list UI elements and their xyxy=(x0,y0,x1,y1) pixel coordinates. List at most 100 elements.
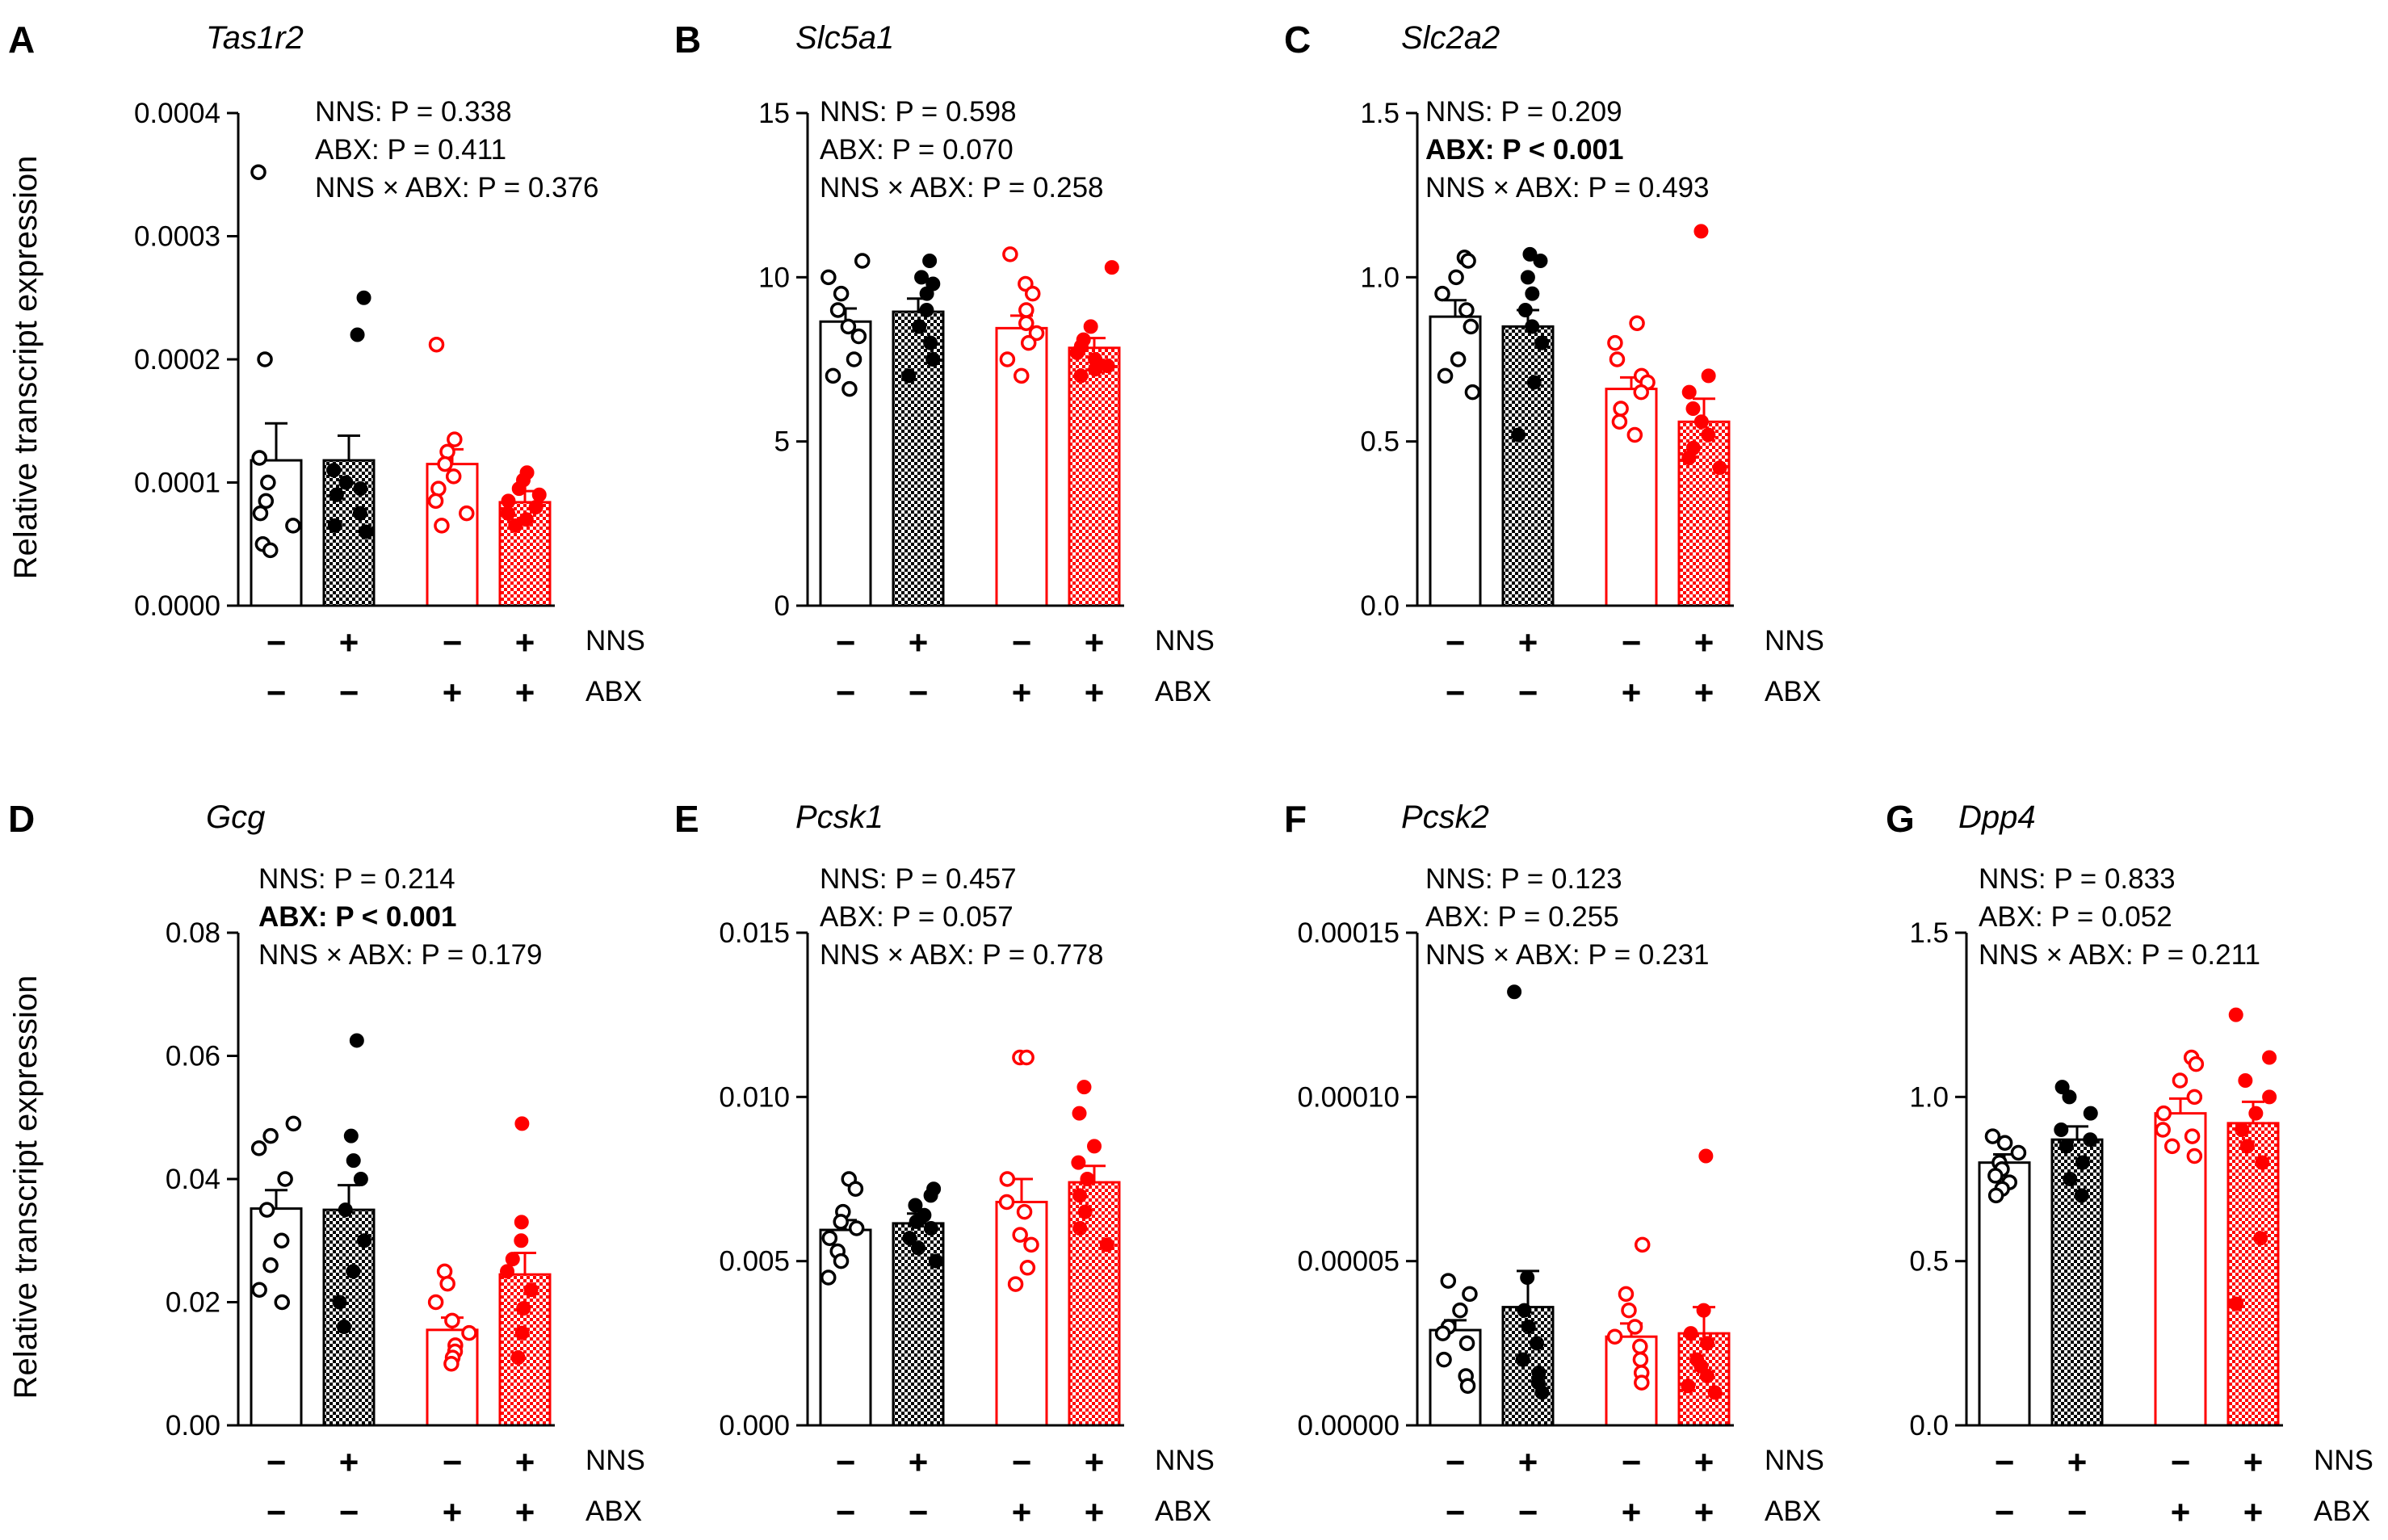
panel-title: Pcsk1 xyxy=(795,799,883,835)
data-point xyxy=(528,500,543,514)
data-point xyxy=(500,1264,515,1279)
data-point xyxy=(1693,414,1709,430)
data-point xyxy=(1707,1385,1723,1400)
data-point xyxy=(349,1033,364,1048)
data-point xyxy=(500,506,515,521)
nns-sign: + xyxy=(2243,1443,2264,1481)
data-point xyxy=(2186,1148,2203,1164)
data-point xyxy=(258,1202,275,1218)
abx-sign: + xyxy=(1694,1493,1714,1531)
data-point xyxy=(2262,1050,2277,1065)
data-point xyxy=(1683,1326,1698,1341)
nns-sign: + xyxy=(1518,1443,1538,1481)
abx-sign: + xyxy=(443,1493,463,1531)
data-point xyxy=(356,290,371,305)
abx-sign: + xyxy=(515,673,535,711)
data-point xyxy=(2186,1089,2203,1106)
data-point xyxy=(1099,1237,1114,1253)
y-tick-label: 0.0004 xyxy=(134,98,220,129)
abx-sign: + xyxy=(515,1493,535,1531)
bar xyxy=(2226,1122,2280,1427)
panel-title: Pcsk2 xyxy=(1401,799,1489,835)
data-point xyxy=(1987,1187,2004,1204)
data-point xyxy=(437,455,453,472)
data-point xyxy=(257,351,273,367)
nns-sign: − xyxy=(266,1443,287,1481)
data-point xyxy=(1459,1378,1476,1394)
abx-sign: − xyxy=(1446,1493,1466,1531)
nns-sign: − xyxy=(1012,1443,1032,1481)
y-axis-label-bottom: Relative transcript expression xyxy=(8,976,44,1399)
nns-sign: − xyxy=(443,1443,463,1481)
nns-row-label: NNS xyxy=(2314,1445,2373,1476)
abx-sign: + xyxy=(1622,673,1642,711)
data-point xyxy=(2083,1132,2098,1148)
data-point xyxy=(1681,1378,1696,1394)
nns-row-label: NNS xyxy=(1155,625,1215,657)
data-point xyxy=(922,254,938,268)
data-point xyxy=(2083,1106,2098,1121)
data-point xyxy=(1018,1049,1035,1066)
y-tick-label: 0.08 xyxy=(166,917,220,949)
abx-sign: − xyxy=(266,1493,287,1531)
nns-row-label: NNS xyxy=(585,1445,645,1476)
nns-sign: + xyxy=(515,623,535,661)
abx-sign: − xyxy=(836,1493,856,1531)
abx-sign: − xyxy=(2067,1493,2088,1531)
data-point xyxy=(346,1153,361,1169)
data-point xyxy=(444,1312,460,1329)
data-point xyxy=(2253,1231,2268,1246)
data-point xyxy=(1450,351,1467,367)
data-point xyxy=(273,1232,290,1248)
data-point xyxy=(2248,1106,2264,1121)
data-point xyxy=(2239,1139,2255,1154)
data-point xyxy=(1448,269,1464,286)
data-point xyxy=(427,493,444,510)
abx-sign: − xyxy=(1518,1493,1538,1531)
data-point xyxy=(357,1233,372,1248)
panel-letter: G xyxy=(1886,798,1915,840)
data-point xyxy=(1632,1351,1649,1368)
stat-line: NNS: P = 0.457 xyxy=(820,863,1017,895)
panel-letter: B xyxy=(674,19,701,61)
y-tick-label: 0 xyxy=(774,590,790,622)
abx-row-label: ABX xyxy=(585,676,642,707)
abx-sign: − xyxy=(909,1493,929,1531)
abx-sign: − xyxy=(1446,673,1466,711)
data-point xyxy=(923,1221,938,1236)
data-point xyxy=(912,319,927,334)
data-point xyxy=(510,1350,526,1366)
y-tick-label: 0.015 xyxy=(719,917,790,949)
data-point xyxy=(1520,270,1535,285)
data-point xyxy=(2163,1138,2180,1155)
data-point xyxy=(1693,224,1709,239)
abx-row-label: ABX xyxy=(1155,676,1211,707)
y-tick-label: 1.5 xyxy=(1909,917,1949,949)
panel-b: B Slc5a1 NNS: P = 0.598 ABX: P = 0.070 NNS ×… xyxy=(674,19,1215,711)
nns-sign: − xyxy=(443,623,463,661)
data-point xyxy=(1681,451,1697,465)
data-point xyxy=(1012,1227,1028,1243)
stat-line: NNS × ABX: P = 0.258 xyxy=(820,172,1104,204)
data-point xyxy=(428,336,445,353)
data-point xyxy=(346,1264,361,1279)
y-tick-label: 0.000 xyxy=(719,1410,790,1441)
data-point xyxy=(338,1202,353,1218)
data-point xyxy=(833,285,850,302)
data-point xyxy=(1020,334,1037,351)
data-point xyxy=(250,164,266,180)
data-point xyxy=(260,474,276,491)
data-point xyxy=(1699,1369,1714,1383)
data-point xyxy=(1087,1139,1102,1154)
y-tick-label: 0.5 xyxy=(1360,426,1400,458)
panel-letter: C xyxy=(1284,19,1311,61)
data-point xyxy=(901,368,917,384)
panel-letter: F xyxy=(1284,798,1307,840)
abx-row-label: ABX xyxy=(585,1496,642,1527)
y-tick-label: 0.010 xyxy=(719,1081,790,1113)
data-point xyxy=(919,286,934,301)
data-point xyxy=(439,1275,455,1292)
data-point xyxy=(919,303,934,317)
stat-line: ABX: P = 0.255 xyxy=(1425,901,1619,933)
data-point xyxy=(1696,1303,1711,1318)
